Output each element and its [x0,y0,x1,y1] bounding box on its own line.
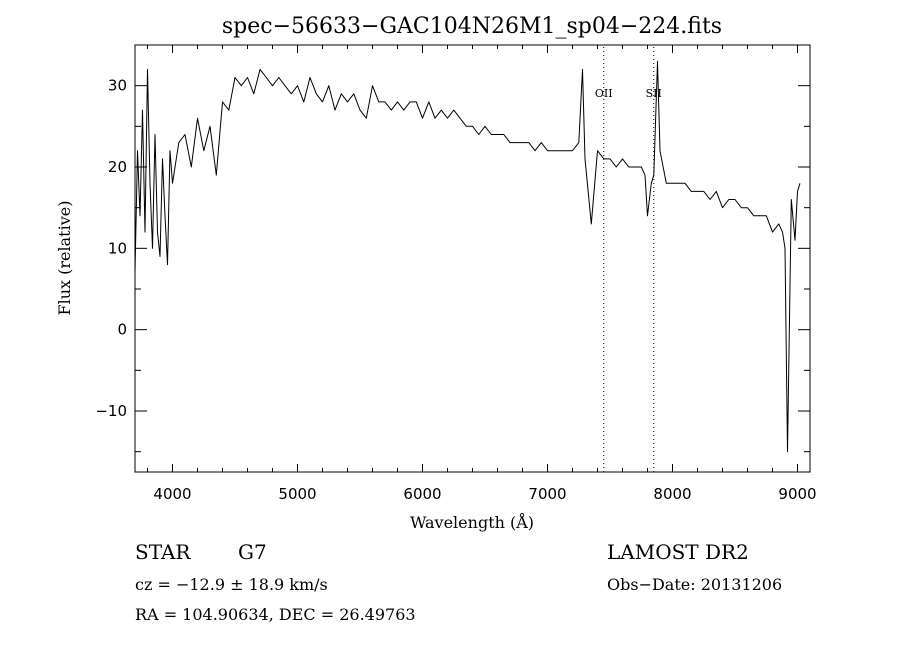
y-tick-label-10: 10 [108,239,127,257]
x-axis-label: Wavelength (Å) [410,512,534,532]
spectrum-series [135,61,800,451]
x-tick-label-5000: 5000 [278,485,316,503]
annotation-label-sii: SII [646,87,662,100]
x-axis: 4000 5000 6000 7000 8000 9000 [148,45,817,503]
y-axis: −10 0 10 20 30 [95,45,810,452]
y-tick-label-30: 30 [108,77,127,95]
y-axis-label: Flux (relative) [55,201,74,316]
annotation-label-oii: OII [595,87,613,100]
x-tick-label-7000: 7000 [528,485,566,503]
survey-name: LAMOST DR2 [607,540,749,564]
y-tick-label--10: −10 [95,402,127,420]
annotation-lines: OII SII [595,47,662,472]
x-tick-label-6000: 6000 [403,485,441,503]
y-tick-label-0: 0 [117,321,127,339]
object-class: STAR [135,540,191,564]
redshift-text: cz = −12.9 ± 18.9 km/s [135,575,328,594]
x-tick-label-8000: 8000 [653,485,691,503]
spectrum-line [135,61,800,451]
chart-title: spec−56633−GAC104N26M1_sp04−224.fits [222,14,722,39]
plot-frame [135,45,810,472]
y-tick-label-20: 20 [108,158,127,176]
x-tick-label-4000: 4000 [153,485,191,503]
obs-date: Obs−Date: 20131206 [607,575,782,594]
object-subclass: G7 [238,540,267,564]
coordinates: RA = 104.90634, DEC = 26.49763 [135,605,416,624]
x-tick-label-9000: 9000 [778,485,816,503]
